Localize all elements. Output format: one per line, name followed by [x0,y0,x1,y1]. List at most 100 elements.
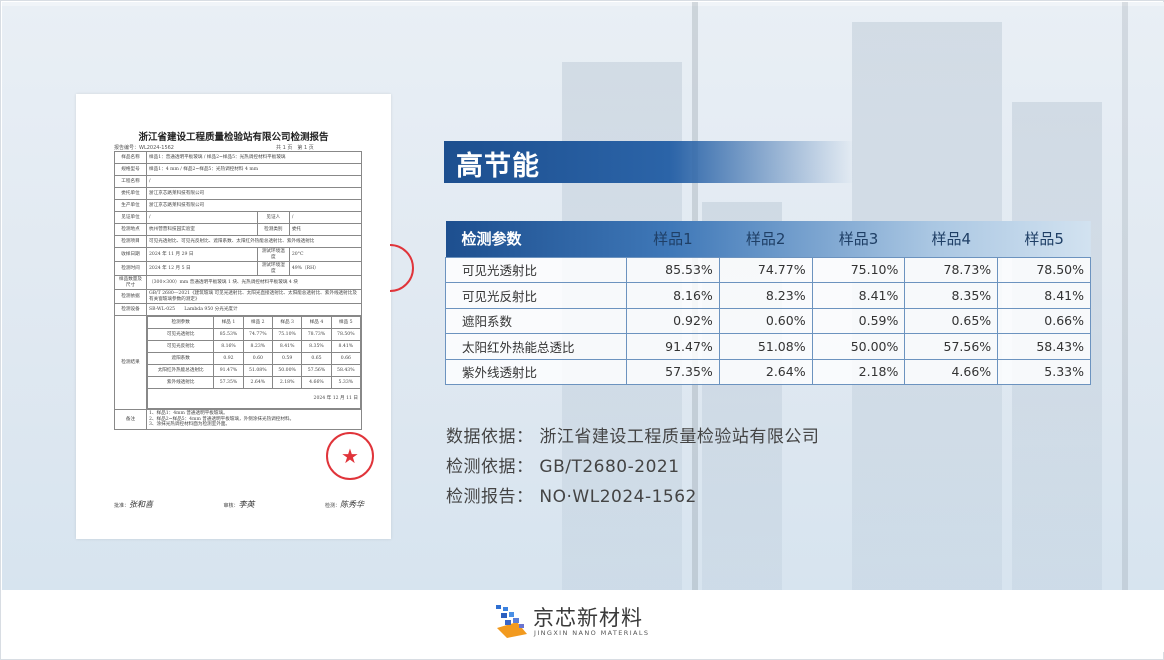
logo-mark-icon [496,605,527,638]
results-cell: 85.53% [213,328,244,341]
star-icon: ★ [341,444,359,468]
issue-date: 2024 年 12 月 11 日 [147,388,361,409]
results-header-cell: 检测参数 [146,316,215,329]
column-header: 样品2 [745,230,786,249]
logo-name-cn: 京芯新材料 [533,606,643,630]
results-cell: 0.66 [330,352,362,365]
value-cell: 8.41% [997,282,1091,309]
report-label: 见证单位 [114,211,147,224]
results-header-cell: 样品 2 [242,316,273,329]
value-cell: 51.08% [718,333,813,360]
results-header: 检测参数 样品 1 样品 2 样品 3 样品 4 样品 5 [146,316,362,329]
logo-name-en: JINGXIN NANO MATERIALS [534,629,650,637]
results-row: 可见光反射比 8.16% 8.23% 8.41% 8.35% 8.41% [146,340,362,353]
results-row: 太阳红外热能总透射比 91.47% 51.08% 50.00% 57.56% 58.43% [146,364,362,377]
results-cell: 2.18% [271,376,303,389]
report-label: 收样日期 [114,247,147,262]
report-label: 规格型号 [114,163,147,176]
value-cell: 78.50% [997,256,1091,283]
report-label: 检测项目 [114,235,147,248]
results-cell: 遮阳系数 [146,352,215,365]
value-cell: 4.66% [904,358,999,385]
report-label: 检测时间 [114,261,147,276]
report-value: 样品1：4 mm / 样品2~样品5：光热调控材料 4 mm [146,163,362,176]
value-cell: 85.53% [626,256,720,283]
value-cell: 8.41% [811,282,906,309]
table-row: 太阳红外热能总透比 91.47% 51.08% 50.00% 57.56% 58.43% [445,333,1091,360]
value-cell: 74.77% [718,256,813,283]
report-value: 可见光透射比、可见光反射比、遮阳系数、太阳红外热能总透射比、紫外线透射比 [146,235,362,248]
approve-label: 批准： [114,503,130,509]
param-cell: 太阳红外热能总透比 [445,333,627,360]
report-label: 样品名称 [114,151,147,164]
column-header: 样品5 [1024,230,1064,249]
results-cell: 5.33% [330,376,362,389]
table-row: 遮阳系数 0.92% 0.60% 0.59% 0.65% 0.66% [445,307,1091,334]
report-row: 检测时间 2024 年 12 月 5 日测试环境湿度 49%（RH） [114,261,363,276]
results-cell: 检测参数 样品 1 样品 2 样品 3 样品 4 样品 5 可见光透射比 85.53% 74.7… [146,315,362,410]
report-label: 检测设备 [114,303,147,316]
results-cell: 8.41% [271,340,303,353]
results-cell: 8.23% [242,340,273,353]
results-header-cell: 样品 4 [301,316,332,329]
results-cell: 8.16% [213,340,244,353]
value-cell: 0.60% [718,307,813,334]
report-value: 2024 年 12 月 5 日 [146,261,258,276]
info-report-no: 检测报告： NO·WL2024-1562 [446,487,697,507]
report-value: 浙江京芯路莱科技有限公司 [146,199,362,212]
value-cell: 0.66% [997,307,1091,334]
report-row: 委托单位 浙江京芯路莱科技有限公司 [114,187,362,200]
param-cell: 可见光透射比 [445,256,627,283]
results-cell: 紫外线透射比 [146,376,215,389]
value-cell: 5.33% [997,358,1091,385]
report-value: 浙江京芯路莱科技有限公司 [146,187,362,200]
report-label: 测试环境湿度 [256,261,290,276]
report-row: 备注 1、样品1：4mm 普通透明平板玻璃。 2、样品2~样品5：4mm 普通透明平… [114,409,362,430]
column-header: 样品1 [653,230,693,249]
seam-stamp [390,244,414,292]
results-cell: 58.43% [330,364,362,377]
report-value: / [146,175,362,188]
report-label: 见证人 [256,211,290,224]
table-row: 紫外线透射比 57.35% 2.64% 2.18% 4.66% 5.33% [445,358,1091,385]
report-row: 规格型号 样品1：4 mm / 样品2~样品5：光热调控材料 4 mm [114,163,362,176]
results-cell: 8.41% [330,340,362,353]
results-cell: 78.50% [330,328,362,341]
test-report-document: 浙江省建设工程质量检验站有限公司检测报告 报告编号：WL2024-1562 共 … [76,94,414,539]
results-cell: 2.64% [242,376,273,389]
results-cell: 74.77% [242,328,273,341]
value-cell: 75.10% [811,256,906,283]
value-cell: 0.92% [626,307,720,334]
value-cell: 50.00% [811,333,906,360]
report-value: 杭州营营科技园实验室 [146,223,258,236]
info-data-source: 数据依据： 浙江省建设工程质量检验站有限公司 [446,427,820,447]
value-cell: 8.35% [904,282,999,309]
report-value: GB/T 2680—2021《建筑玻璃 可见光透射比、太阳光直接透射比、太阳能总… [146,289,362,304]
table-row: 可见光透射比 85.53% 74.77% 75.10% 78.73% 78.50% [445,256,1091,283]
report-value: / [146,211,258,224]
remark-line: 3、涂抹光热调控材料面为检测室外面。 [149,422,231,427]
report-value: （300×300）mm 普通透明平板玻璃 1 块、光热调控材料平板玻璃 4 块 [146,275,362,290]
table-row: 可见光反射比 8.16% 8.23% 8.41% 8.35% 8.41% [445,282,1091,309]
results-cell: 51.08% [242,364,273,377]
param-header: 检测参数 [461,230,522,249]
value-cell: 91.47% [626,333,720,360]
report-label: 检测类别 [256,223,290,236]
results-cell: 57.35% [213,376,244,389]
report-row: 工程名称 / [114,175,362,188]
results-cell: 太阳红外热能总透射比 [146,364,215,377]
report-row: 检测依据 GB/T 2680—2021《建筑玻璃 可见光透射比、太阳光直接透射比、… [114,289,362,304]
remark-line: 1、样品1：4mm 普通透明平板玻璃。 [149,411,228,416]
test-label: 检测： [324,503,340,509]
report-number: 报告编号：WL2024-1562 [114,145,174,151]
review-label: 审核： [223,503,239,509]
report-value: 2024 年 11 月 29 日 [146,247,258,262]
report-label: 备注 [114,409,147,430]
column-header: 样品3 [838,230,879,249]
report-label: 委托单位 [114,187,147,200]
results-row: 可见光透射比 85.53% 74.77% 75.10% 78.73% 78.50% [146,328,362,341]
report-title: 浙江省建设工程质量检验站有限公司检测报告 [138,132,329,143]
results-cell: 0.59 [271,352,303,365]
report-value: SB-WL-025 Lambda 950 分光光度计 [146,303,362,316]
report-row: 收样日期 2024 年 11 月 29 日测试环境温度 20°C [114,247,363,262]
